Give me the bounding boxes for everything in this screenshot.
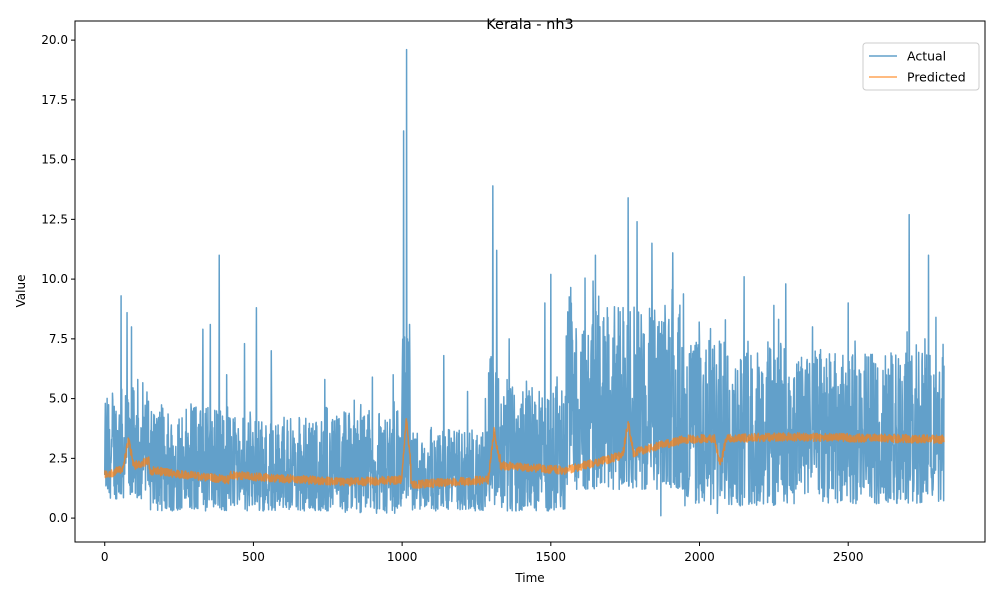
x-tick-label: 500 [242, 550, 265, 564]
x-tick-label: 1500 [536, 550, 567, 564]
y-tick-label: 15.0 [41, 153, 68, 167]
y-tick-label: 2.5 [49, 451, 68, 465]
x-tick-label: 2000 [684, 550, 715, 564]
x-tick-label: 0 [101, 550, 109, 564]
series-line-predicted [103, 418, 945, 490]
y-tick-label: 7.5 [49, 332, 68, 346]
plot-frame [74, 20, 986, 543]
y-tick-label: 17.5 [41, 93, 68, 107]
legend-box [862, 42, 980, 91]
x-tick-label: 2500 [833, 550, 864, 564]
x-axis-label: Time [514, 571, 544, 585]
legend-label-actual: Actual [907, 49, 946, 64]
y-axis-label: Value [14, 275, 28, 308]
y-tick-label: 12.5 [41, 212, 68, 226]
legend: Actual Predicted [862, 42, 980, 91]
y-axis: 0.0 2.5 5.0 7.5 10.0 12.5 15.0 17.5 20.0 [41, 33, 75, 525]
y-tick-label: 20.0 [41, 33, 68, 47]
x-tick-label: 1000 [387, 550, 418, 564]
plot-area [103, 48, 945, 517]
series-line-actual [103, 48, 945, 517]
x-axis: 0 500 1000 1500 2000 2500 [101, 542, 864, 564]
chart-title: Kerala - nh3 [486, 17, 574, 33]
y-tick-label: 5.0 [49, 392, 68, 406]
legend-label-predicted: Predicted [907, 70, 966, 85]
y-tick-label: 0.0 [49, 511, 68, 525]
y-tick-label: 10.0 [41, 272, 68, 286]
